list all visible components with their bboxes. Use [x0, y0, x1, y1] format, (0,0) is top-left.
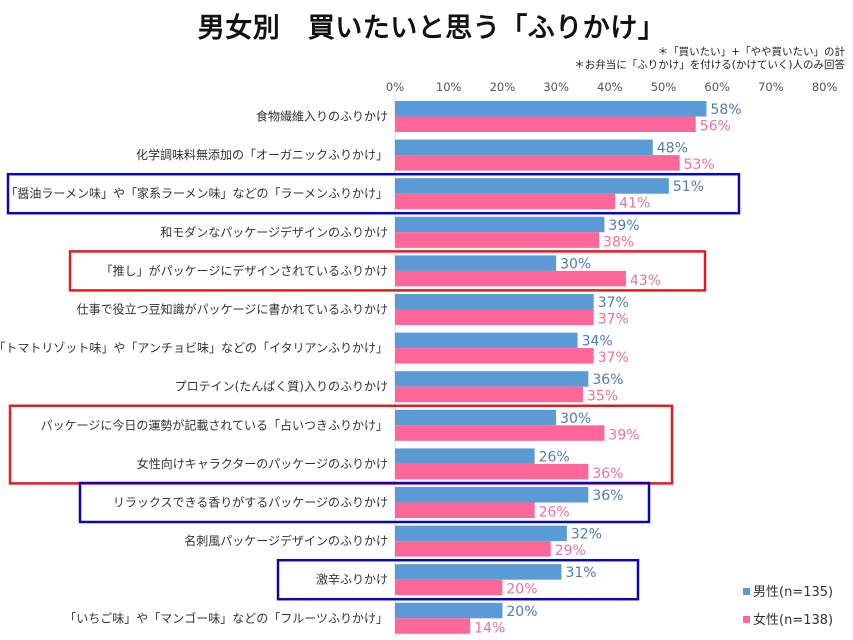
value-label-male: 30% — [560, 411, 591, 427]
value-label-female: 29% — [555, 543, 586, 559]
legend-label-female: 女性(n=138) — [753, 613, 834, 628]
category-label: 激辛ふりかけ — [316, 573, 388, 587]
legend-label-male: 男性(n=135) — [753, 585, 834, 600]
value-label-male: 51% — [673, 179, 704, 195]
category-label: 女性向けキャラクターのパッケージのふりかけ — [137, 456, 388, 471]
bar-male — [395, 255, 557, 271]
bar-female — [395, 425, 605, 441]
value-label-male: 58% — [710, 102, 741, 118]
bar-male — [395, 178, 669, 194]
value-label-male: 32% — [571, 527, 602, 543]
bar-female — [395, 502, 535, 518]
category-label: 「醤油ラーメン味」や「家系ラーメン味」などの「ラーメンふりかけ」 — [5, 186, 388, 201]
x-tick-label: 80% — [812, 80, 838, 94]
legend-item-male: 男性(n=135) — [743, 581, 833, 600]
x-tick-label: 0% — [386, 80, 404, 94]
x-tick-label: 70% — [758, 80, 784, 94]
x-tick-label: 50% — [651, 80, 677, 94]
value-label-female: 41% — [619, 196, 650, 212]
legend-item-female: 女性(n=138) — [743, 609, 833, 628]
bar-female — [395, 386, 583, 403]
value-label-male: 36% — [592, 488, 623, 504]
value-label-male: 26% — [539, 449, 570, 465]
value-label-female: 36% — [592, 466, 623, 482]
bar-male — [395, 602, 503, 619]
value-label-male: 34% — [582, 334, 613, 350]
bar-male — [395, 101, 707, 117]
bar-male — [395, 487, 589, 503]
value-label-female: 38% — [603, 234, 634, 250]
x-tick-label: 10% — [436, 80, 462, 94]
value-label-female: 20% — [506, 582, 537, 598]
note-total-definition: ＊「買いたい」+「やや買いたい」の計 — [657, 46, 845, 58]
category-label: 食物繊維入りのふりかけ — [256, 109, 388, 124]
x-tick-label: 60% — [704, 80, 730, 94]
value-label-female: 26% — [539, 505, 570, 521]
bar-female — [395, 155, 680, 171]
value-label-female: 53% — [684, 157, 715, 173]
value-label-male: 20% — [506, 604, 537, 620]
bar-male — [395, 139, 653, 156]
value-label-male: 31% — [565, 565, 596, 581]
value-label-male: 48% — [657, 141, 688, 157]
bar-female — [395, 348, 594, 364]
category-label: 「トマトリゾット味」や「アンチョビ味」などの「イタリアンふりかけ」 — [0, 341, 388, 355]
bar-female — [395, 232, 600, 248]
bar-female — [395, 463, 589, 480]
category-label: 和モダンなパッケージデザインのふりかけ — [160, 224, 388, 239]
bar-female — [395, 541, 551, 557]
value-label-female: 56% — [700, 119, 731, 135]
highlight-box-blue — [78, 481, 651, 524]
bar-male — [395, 332, 578, 349]
legend-swatch-male — [743, 588, 750, 595]
bar-female — [395, 579, 503, 596]
value-label-female: 37% — [598, 312, 629, 328]
value-label-female: 39% — [608, 427, 639, 443]
category-label: 「いちご味」や「マンゴー味」などの「フルーツふりかけ」 — [64, 610, 388, 625]
bar-male — [395, 448, 535, 464]
category-label: 名刺風パッケージデザインのふりかけ — [184, 533, 388, 548]
legend-swatch-female — [743, 616, 750, 623]
chart-title: 男女別 買いたいと思う「ふりかけ」 — [197, 13, 666, 44]
value-label-female: 37% — [598, 350, 629, 366]
category-label: パッケージに今日の運勢が記載されている「占いつきふりかけ」 — [41, 417, 388, 432]
value-label-female: 14% — [474, 620, 505, 636]
bar-male — [395, 216, 605, 233]
category-label: 「推し」がパッケージにデザインされているふりかけ — [101, 263, 388, 278]
highlight-box-red — [68, 250, 707, 292]
bar-female — [395, 270, 626, 287]
value-label-male: 37% — [598, 295, 629, 311]
category-label: プロテイン(たんぱく質)入りのふりかけ — [175, 379, 388, 394]
bar-male — [395, 371, 589, 387]
category-label: 化学調味料無添加の「オーガニックふりかけ」 — [136, 147, 388, 162]
bar-female — [395, 618, 471, 634]
value-label-male: 36% — [592, 372, 623, 388]
value-label-male: 39% — [608, 218, 639, 234]
bar-male — [395, 564, 562, 580]
bar-female — [395, 309, 594, 325]
value-label-female: 35% — [587, 389, 618, 405]
value-label-female: 43% — [630, 273, 661, 289]
bar-male — [395, 525, 567, 542]
note-respondents: ＊お弁当に「ふりかけ」を付ける(かけていく)人のみ回答 — [574, 59, 845, 71]
highlight-box-blue — [276, 558, 640, 601]
category-label: 仕事で役立つ豆知識がパッケージに書かれているふりかけ — [77, 302, 388, 317]
highlight-box-blue — [6, 172, 741, 215]
x-tick-label: 40% — [597, 80, 623, 94]
category-label: リラックスできる香りがするパッケージのふりかけ — [113, 495, 388, 510]
x-tick-label: 30% — [543, 80, 569, 94]
bar-female — [395, 116, 696, 132]
value-label-male: 30% — [560, 256, 591, 272]
bar-male — [395, 294, 594, 310]
x-tick-label: 20% — [490, 80, 516, 94]
bar-male — [395, 409, 557, 426]
bar-female — [395, 193, 616, 210]
